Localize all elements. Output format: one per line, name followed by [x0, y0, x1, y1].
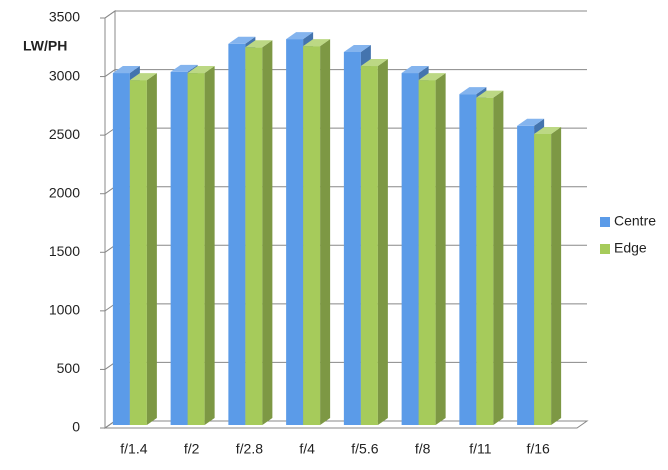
bar-top — [476, 90, 504, 98]
bar-top — [170, 64, 198, 72]
bar-side — [377, 59, 388, 426]
bar-front — [534, 133, 552, 425]
x-tick-label: f/8 — [415, 441, 431, 457]
bar — [129, 73, 157, 425]
legend-label: Centre — [614, 213, 656, 229]
bar-side — [435, 73, 446, 425]
y-tick-label: 3500 — [49, 9, 80, 25]
bar-side — [146, 73, 157, 425]
y-tick-label: 2500 — [49, 126, 80, 142]
y-tick-label: 1500 — [49, 243, 80, 259]
bar-top — [517, 118, 545, 126]
y-tick-label: 500 — [57, 360, 81, 376]
y-tick-label: 1000 — [49, 302, 80, 318]
x-tick-label: f/1.4 — [120, 441, 147, 457]
bar-top — [534, 126, 562, 134]
legend-swatch — [600, 244, 610, 254]
bar-top — [459, 87, 487, 95]
bar-front — [245, 47, 263, 426]
bar-top — [112, 66, 140, 74]
bar — [534, 126, 562, 425]
bar-front — [303, 46, 321, 425]
bar-front — [401, 73, 419, 426]
bar-top — [401, 66, 429, 74]
bar-side — [320, 39, 331, 425]
bar-side — [262, 40, 273, 426]
legend-label: Edge — [614, 240, 647, 256]
y-tick-label: 0 — [72, 419, 80, 435]
bar-front — [228, 43, 246, 426]
bar-front — [476, 97, 494, 426]
bar-side — [204, 66, 215, 426]
bar-top — [418, 73, 446, 81]
bar-top — [228, 36, 256, 44]
x-tick-label: f/4 — [299, 441, 315, 457]
bar-front — [129, 80, 147, 425]
x-tick-label: f/2 — [184, 441, 200, 457]
bar-front — [343, 51, 361, 425]
x-tick-label: f/11 — [469, 441, 492, 457]
legend-swatch — [600, 217, 610, 227]
bar-top — [245, 40, 273, 48]
bar — [418, 73, 446, 425]
bar-side — [551, 126, 562, 425]
bar — [303, 39, 331, 425]
y-tick-label: 3000 — [49, 67, 80, 83]
bar-top — [360, 59, 388, 67]
x-tick-label: f/2.8 — [236, 441, 263, 457]
bar — [245, 40, 273, 426]
bar-top — [303, 39, 331, 47]
y-axis-title: LW/PH — [23, 38, 67, 54]
bar — [360, 59, 388, 426]
bar-side — [493, 90, 504, 426]
bar-top — [129, 73, 157, 81]
y-tick-label: 2000 — [49, 184, 80, 200]
bar-front — [459, 94, 477, 426]
bar — [187, 66, 215, 426]
bar-top — [187, 66, 215, 74]
bar-front — [360, 66, 378, 426]
x-tick-label: f/5.6 — [351, 441, 378, 457]
bar-front — [170, 71, 188, 425]
bar — [476, 90, 504, 426]
bar-front — [112, 73, 130, 426]
bar-top — [343, 44, 371, 52]
x-tick-label: f/16 — [526, 441, 550, 457]
bar-front — [286, 39, 304, 425]
bar-front — [187, 73, 205, 426]
bar-front — [517, 125, 535, 426]
bar-top — [286, 32, 314, 40]
grid-line — [104, 10, 116, 19]
bar-front — [418, 80, 436, 425]
grid-line — [104, 69, 116, 77]
